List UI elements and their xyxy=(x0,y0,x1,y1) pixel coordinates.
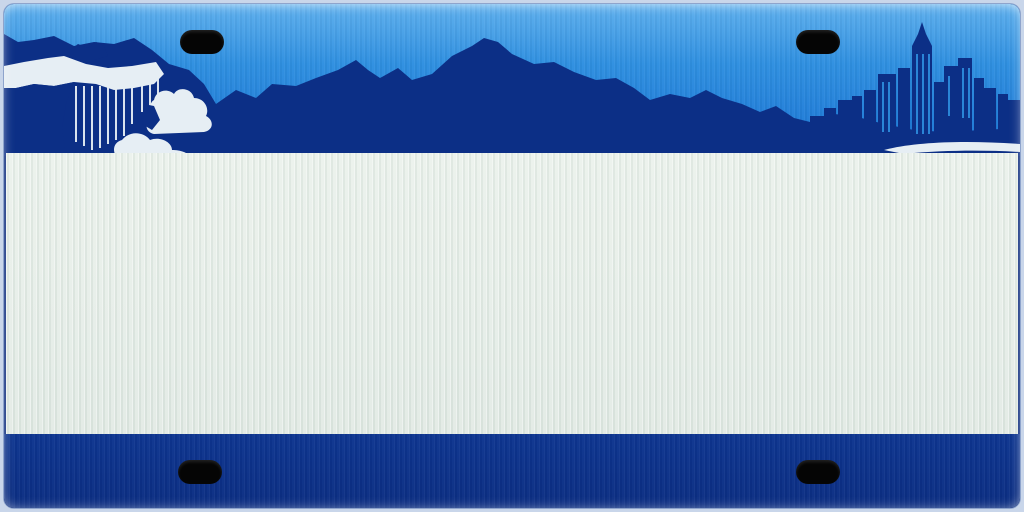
mounting-hole-icon xyxy=(796,30,840,54)
plate-number-area xyxy=(6,153,1018,434)
mounting-hole-icon xyxy=(180,30,224,54)
city-skyline-icon xyxy=(810,22,1020,156)
scenic-header-art xyxy=(4,22,1020,156)
license-plate xyxy=(4,4,1020,508)
waterfall-icon xyxy=(4,42,212,156)
mountain-range-icon xyxy=(4,34,1020,156)
mounting-hole-icon xyxy=(178,460,222,484)
bottom-band xyxy=(4,434,1020,508)
mounting-hole-icon xyxy=(796,460,840,484)
